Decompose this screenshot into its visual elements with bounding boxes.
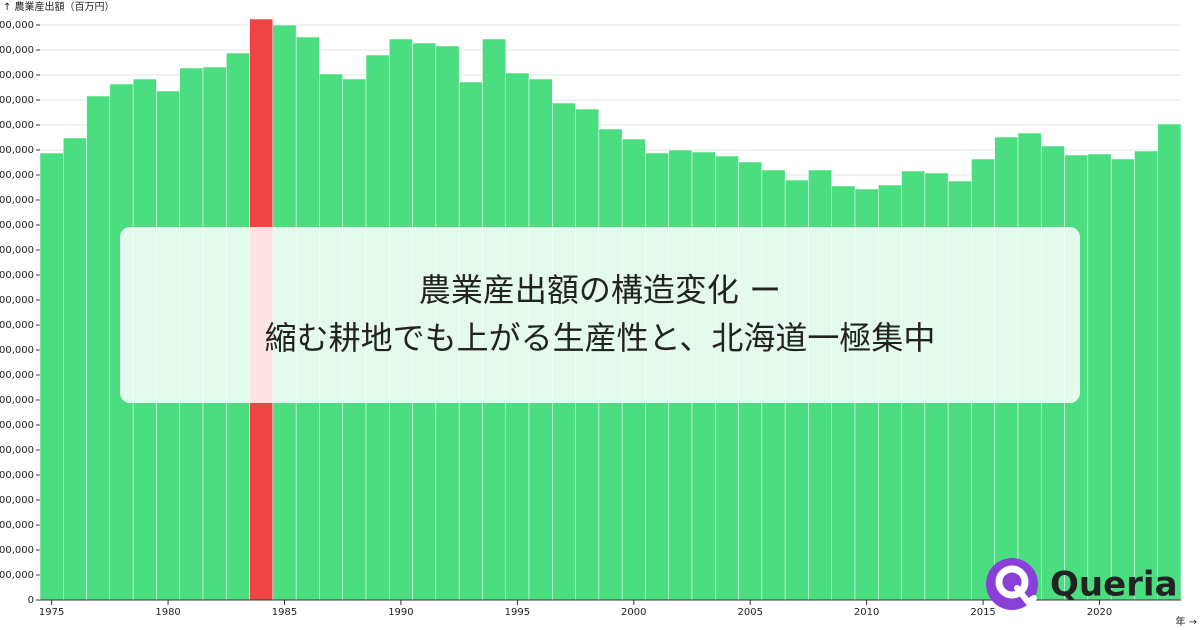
y-tick-label: 6,000,000 [0,295,34,306]
y-tick-label: 5,500,000 [0,320,34,331]
y-tick-label: 9,000,000 [0,145,34,156]
title-box [120,227,1080,403]
y-tick-label: 0 [28,595,34,606]
y-tick-label: 11,000,000 [0,45,34,56]
y-tick-label: 2,000,000 [0,495,34,506]
bar [1157,123,1182,601]
bar [1110,158,1135,601]
y-tick-label: 1,500,000 [0,520,34,531]
y-tick-label: 9,500,000 [0,120,34,131]
x-tick-label: 1990 [388,607,413,618]
x-tick-label: 2005 [737,607,762,618]
bar [63,137,87,601]
y-tick-label: 3,000,000 [0,445,34,456]
y-tick-label: 4,000,000 [0,395,34,406]
y-tick-label: 10,500,000 [0,70,34,81]
y-tick-label: 6,500,000 [0,270,34,281]
x-axis-label: 年 → [1175,615,1197,628]
y-tick-label: 500,000 [0,570,34,581]
y-tick-label: 1,000,000 [0,545,34,556]
x-tick-label: 1995 [505,607,530,618]
x-tick-label: 1975 [39,607,64,618]
x-tick-label: 2015 [970,607,995,618]
y-tick-label: 11,500,000 [0,20,34,31]
x-tick-label: 1985 [272,607,297,618]
y-tick-label: 5,000,000 [0,345,34,356]
title-line: 縮む耕地でも上がる生産性と、北海道一極集中 [265,319,936,357]
brand: Queria [1050,565,1178,605]
bar [39,152,64,601]
bar [1134,150,1158,601]
x-tick-label: 2010 [854,607,879,618]
y-axis-label: ↑ 農業産出額（百万円） [3,0,115,13]
y-tick-label: 8,000,000 [0,195,34,206]
title-line: 農業産出額の構造変化 ー [419,271,781,309]
bar [1087,153,1112,601]
logo-icon [986,558,1038,610]
x-tick-label: 2000 [621,607,646,618]
x-tick-label: 2020 [1087,607,1112,618]
y-tick-label: 10,000,000 [0,95,34,106]
y-tick-label: 7,500,000 [0,220,34,231]
y-tick-label: 7,000,000 [0,245,34,256]
y-tick-label: 4,500,000 [0,370,34,381]
x-tick-label: 1980 [155,607,180,618]
y-tick-label: 2,500,000 [0,470,34,481]
y-tick-label: 3,500,000 [0,420,34,431]
bar [86,95,111,601]
y-tick-label: 8,500,000 [0,170,34,181]
